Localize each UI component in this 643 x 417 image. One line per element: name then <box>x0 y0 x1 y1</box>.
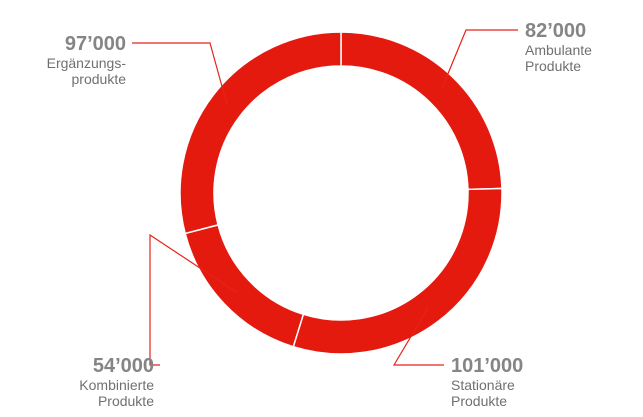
slice-kombinierte-produkte <box>184 223 305 348</box>
slice-station-re-produkte <box>292 187 503 355</box>
slice-labels: 82’000AmbulanteProdukte101’000Stationäre… <box>47 20 593 409</box>
category-label-kombinierte-produkte: Produkte <box>98 393 154 409</box>
value-label-ambulante-produkte: 82’000 <box>525 20 586 42</box>
leader-ambulante-produkte <box>440 29 518 90</box>
leader-kombinierte-produkte <box>149 233 238 366</box>
slice-erg-nzungsprodukte <box>179 31 342 235</box>
category-label-station-re-produkte: Produkte <box>451 393 507 409</box>
category-label-erg-nzungsprodukte: produkte <box>72 71 127 87</box>
category-label-kombinierte-produkte: Kombinierte <box>79 377 154 393</box>
leader-erg-nzungsprodukte <box>132 42 228 106</box>
value-label-kombinierte-produkte: 54’000 <box>93 355 154 377</box>
category-label-station-re-produkte: Stationäre <box>451 377 515 393</box>
leader-station-re-produkte <box>392 307 444 366</box>
value-label-station-re-produkte: 101’000 <box>451 355 523 377</box>
value-label-erg-nzungsprodukte: 97’000 <box>65 33 126 55</box>
category-label-erg-nzungsprodukte: Ergänzungs- <box>47 55 127 71</box>
donut-segments <box>179 31 503 355</box>
category-label-ambulante-produkte: Ambulante <box>525 42 592 58</box>
slice-ambulante-produkte <box>340 31 503 191</box>
category-label-ambulante-produkte: Produkte <box>525 58 581 74</box>
leader-lines <box>132 29 518 366</box>
